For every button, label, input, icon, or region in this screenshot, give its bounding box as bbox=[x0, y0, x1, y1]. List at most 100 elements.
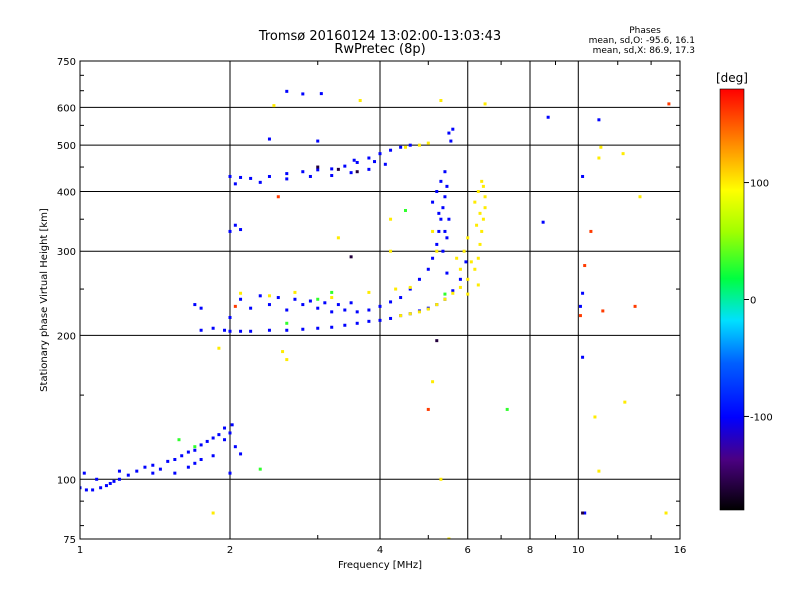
y-tick-label: 100 bbox=[57, 475, 76, 486]
data-point bbox=[186, 465, 190, 469]
x-axis-ticks: 1 2 4 6 8 10 16 bbox=[77, 61, 687, 556]
y-axis-label: Stationary phase Virtual Height [km] bbox=[39, 208, 50, 392]
colorbar-ticks: 100 0 -100 bbox=[744, 179, 773, 423]
data-point bbox=[435, 339, 439, 343]
data-point bbox=[458, 285, 462, 289]
chart-title: Tromsø 20160124 13:02:00-13:03:43 bbox=[258, 29, 501, 44]
data-point bbox=[193, 445, 197, 449]
data-point bbox=[480, 229, 484, 233]
data-point bbox=[301, 303, 305, 307]
data-point bbox=[223, 328, 227, 332]
data-point bbox=[355, 170, 359, 174]
data-point bbox=[358, 99, 362, 103]
data-point bbox=[285, 177, 289, 181]
data-point bbox=[228, 329, 232, 333]
data-point bbox=[408, 143, 412, 147]
data-point bbox=[330, 167, 334, 171]
data-point bbox=[476, 189, 480, 193]
data-point bbox=[578, 304, 582, 308]
colorbar-tick-label: 0 bbox=[750, 296, 756, 307]
data-point bbox=[389, 249, 393, 253]
data-point bbox=[466, 292, 470, 296]
data-point bbox=[389, 316, 393, 320]
data-point bbox=[435, 189, 439, 193]
data-point bbox=[443, 229, 447, 233]
data-point bbox=[476, 283, 480, 287]
data-point bbox=[581, 174, 585, 178]
data-point bbox=[173, 471, 177, 475]
data-point bbox=[112, 479, 116, 483]
data-point bbox=[403, 209, 407, 213]
data-point bbox=[108, 481, 112, 485]
data-point bbox=[316, 165, 320, 169]
data-point bbox=[451, 289, 455, 293]
data-point bbox=[330, 296, 334, 300]
data-point bbox=[462, 249, 466, 253]
data-point bbox=[441, 206, 445, 210]
data-point bbox=[408, 285, 412, 289]
grid-lines bbox=[80, 61, 680, 539]
phase-line-o: mean, sd,O: -95.6, 16.1 bbox=[589, 36, 695, 46]
colorbar-label: [deg] bbox=[716, 71, 748, 85]
data-points bbox=[80, 89, 671, 539]
data-point bbox=[435, 303, 439, 307]
data-point bbox=[151, 471, 155, 475]
data-point bbox=[330, 174, 334, 178]
data-point bbox=[211, 436, 215, 440]
data-point bbox=[481, 217, 485, 221]
data-point bbox=[258, 180, 262, 184]
data-point bbox=[301, 170, 305, 174]
data-point bbox=[431, 229, 435, 233]
data-point bbox=[426, 407, 430, 411]
data-point bbox=[597, 118, 601, 122]
x-tick-label: 1 bbox=[77, 545, 83, 556]
data-point bbox=[597, 469, 601, 473]
data-point bbox=[621, 152, 625, 156]
data-point bbox=[417, 310, 421, 314]
data-point bbox=[239, 297, 243, 301]
data-point bbox=[431, 256, 435, 260]
data-point bbox=[633, 304, 637, 308]
data-point bbox=[466, 236, 470, 240]
data-point bbox=[445, 184, 449, 188]
data-point bbox=[399, 145, 403, 149]
data-point bbox=[451, 291, 455, 295]
data-point bbox=[267, 328, 271, 332]
data-point bbox=[301, 327, 305, 331]
data-point bbox=[478, 211, 482, 215]
data-point bbox=[193, 448, 197, 452]
data-point bbox=[205, 439, 209, 443]
colorbar-tick-label: 100 bbox=[750, 179, 769, 190]
data-point bbox=[597, 156, 601, 160]
data-point bbox=[435, 249, 439, 253]
data-point bbox=[455, 256, 459, 260]
data-point bbox=[378, 152, 382, 156]
data-point bbox=[473, 200, 477, 204]
data-point bbox=[638, 195, 642, 199]
data-point bbox=[223, 438, 227, 442]
data-point bbox=[258, 294, 262, 298]
data-point bbox=[483, 206, 487, 210]
data-point bbox=[431, 380, 435, 384]
data-point bbox=[228, 315, 232, 319]
data-point bbox=[367, 308, 371, 312]
data-point bbox=[186, 450, 190, 454]
data-point bbox=[223, 426, 227, 430]
data-point bbox=[239, 228, 243, 232]
data-point bbox=[285, 321, 289, 325]
data-point bbox=[228, 174, 232, 178]
data-point bbox=[466, 277, 470, 281]
x-tick-label: 16 bbox=[674, 545, 687, 556]
data-point bbox=[426, 267, 430, 271]
data-point bbox=[104, 484, 108, 488]
data-point bbox=[355, 310, 359, 314]
x-tick-label: 6 bbox=[465, 545, 471, 556]
x-tick-label: 4 bbox=[377, 545, 383, 556]
data-point bbox=[439, 179, 443, 183]
y-tick-label: 400 bbox=[57, 187, 76, 198]
data-point bbox=[464, 260, 468, 264]
data-point bbox=[443, 170, 447, 174]
data-point bbox=[667, 102, 671, 106]
data-point bbox=[336, 303, 340, 307]
data-point bbox=[281, 350, 285, 354]
